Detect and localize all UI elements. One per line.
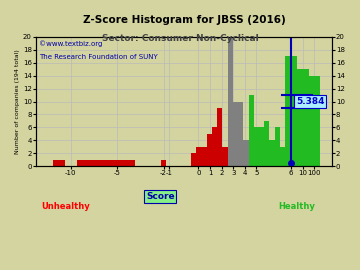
Text: Healthy: Healthy [278,202,315,211]
Bar [270,140,275,166]
Bar [280,147,285,166]
Bar [207,134,212,166]
Title: Z-Score Histogram for JBSS (2016): Z-Score Histogram for JBSS (2016) [82,15,285,25]
Bar [254,127,259,166]
Bar [233,102,238,166]
Bar [285,56,297,166]
Text: Sector: Consumer Non-Cyclical: Sector: Consumer Non-Cyclical [102,34,258,43]
Bar [217,108,222,166]
Text: The Research Foundation of SUNY: The Research Foundation of SUNY [39,54,158,60]
Bar [212,127,217,166]
Y-axis label: Number of companies (194 total): Number of companies (194 total) [15,49,20,154]
Text: Score: Score [146,192,175,201]
Bar [222,147,228,166]
Bar [53,160,65,166]
Text: 5.384: 5.384 [296,97,324,106]
Bar [259,127,264,166]
Bar [161,160,166,166]
Bar [243,140,248,166]
Text: Unhealthy: Unhealthy [41,202,90,211]
Bar [275,127,280,166]
Bar [77,160,135,166]
Text: ©www.textbiz.org: ©www.textbiz.org [39,41,102,48]
Bar [191,153,196,166]
Bar [202,147,207,166]
Bar [228,37,233,166]
Bar [196,147,202,166]
Bar [309,76,320,166]
Bar [248,95,254,166]
Bar [297,69,309,166]
Bar [238,102,243,166]
Bar [264,121,270,166]
